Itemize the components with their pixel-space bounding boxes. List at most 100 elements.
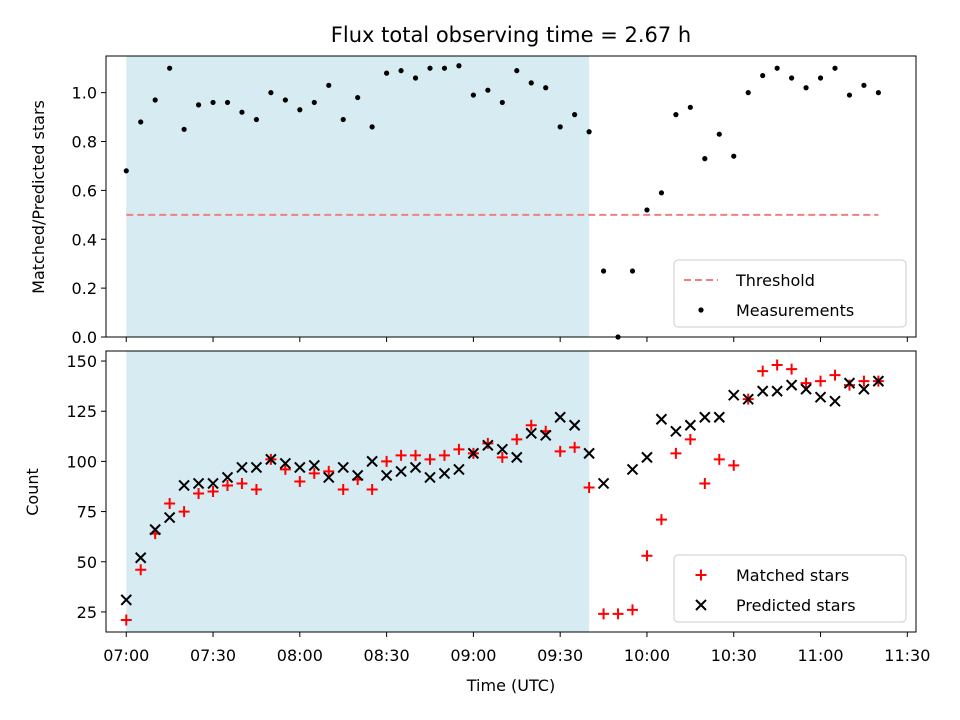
y-tick-label: 0.6 <box>72 181 97 200</box>
measurement-point <box>311 99 317 106</box>
measurement-point <box>412 75 419 81</box>
matched-star-point <box>193 488 205 500</box>
measurement-point <box>167 65 173 71</box>
legend-predicted-swatch <box>695 599 707 611</box>
legend-label: Threshold <box>735 271 815 290</box>
y-tick-label: 75 <box>77 503 97 522</box>
legend-label: Matched stars <box>736 566 849 585</box>
measurement-point <box>355 94 361 101</box>
matched-star-point <box>598 608 610 620</box>
matched-star-point <box>627 604 638 616</box>
predicted-star-point <box>424 471 436 484</box>
y-tick-label: 0.0 <box>72 328 97 347</box>
predicted-star-point <box>684 419 697 431</box>
measurement-point <box>470 92 476 98</box>
predicted-star-point <box>525 427 537 440</box>
axes-frame <box>105 55 917 338</box>
matched-star-point <box>670 447 682 459</box>
measurement-point <box>745 90 751 96</box>
matched-star-point <box>236 477 248 489</box>
matched-star-point <box>207 486 219 497</box>
predicted-star-point <box>583 447 595 460</box>
measurement-point <box>210 99 216 106</box>
predicted-star-point <box>800 383 812 395</box>
matched-star-point <box>511 433 523 445</box>
matched-star-point <box>381 455 393 467</box>
measurement-point <box>224 99 231 106</box>
predicted-star-point <box>149 523 161 536</box>
measurement-point <box>398 68 404 74</box>
bottom-panel-counts: 25 50 75 100 125 150 07:00 07:30 08:00 08:30 09:00… <box>23 350 930 695</box>
predicted-star-point <box>308 459 320 472</box>
measurement-point <box>832 65 838 71</box>
predicted-star-point <box>438 467 451 480</box>
measurement-point <box>253 116 260 123</box>
predicted-star-point <box>207 477 219 490</box>
predicted-star-point <box>135 552 147 564</box>
x-tick-label: 09:30 <box>537 646 583 665</box>
y-axis-label: Matched/Predicted stars <box>29 100 48 294</box>
predicted-star-point <box>453 463 465 476</box>
legend-matched-swatch <box>695 569 707 581</box>
measurement-point <box>152 97 158 103</box>
y-axis-label: Count <box>23 468 42 516</box>
predicted-star-point <box>250 461 263 474</box>
matched-star-point <box>294 475 306 487</box>
matched-star-point <box>829 369 841 381</box>
matched-star-point <box>438 449 450 461</box>
x-tick-label: 10:30 <box>711 646 757 665</box>
observing-interval-shade <box>126 351 590 632</box>
predicted-star-point <box>323 471 335 484</box>
matched-star-point <box>337 483 349 495</box>
matched-star-point <box>583 481 595 493</box>
measurement-point <box>731 153 737 159</box>
predicted-star-point <box>713 411 725 423</box>
matched-star-point <box>684 433 696 445</box>
predicted-star-point <box>192 477 205 490</box>
matched-star-point <box>178 506 190 518</box>
x-tick-label: 07:30 <box>190 646 236 665</box>
matched-star-point <box>308 467 320 479</box>
measurement-point <box>297 107 303 113</box>
measurement-point <box>789 75 795 81</box>
measurement-point <box>138 119 144 125</box>
matched-star-point <box>395 449 407 461</box>
matched-star-point <box>323 465 335 477</box>
predicted-star-point <box>511 451 523 464</box>
measurement-point <box>572 112 578 118</box>
predicted-star-point <box>568 419 581 431</box>
predicted-star-point <box>756 385 769 397</box>
measurement-point <box>543 85 549 91</box>
measurement-point <box>384 70 390 76</box>
matched-star-point <box>482 437 494 449</box>
matched-star-point <box>453 443 465 455</box>
matched-star-point <box>858 375 870 387</box>
y-tick-label: 1.0 <box>72 84 97 103</box>
measurement-point <box>528 80 534 86</box>
matched-star-point <box>424 453 436 465</box>
matched-star-point <box>655 514 667 526</box>
predicted-star-point <box>120 594 132 606</box>
matched-star-point <box>525 419 537 431</box>
legend-box <box>673 554 907 623</box>
measurement-point <box>195 102 202 108</box>
predicted-star-point <box>496 443 509 456</box>
measurement-point <box>644 207 650 213</box>
predicted-star-point <box>380 469 393 482</box>
x-tick-label: 11:00 <box>797 646 843 665</box>
matched-star-point <box>222 479 233 491</box>
y-tick-label: 25 <box>77 603 97 622</box>
measurement-point <box>875 90 881 96</box>
legend-box <box>673 259 907 328</box>
measurement-point <box>123 168 129 174</box>
predicted-star-point <box>814 391 827 403</box>
predicted-star-point <box>641 451 653 464</box>
matched-star-point <box>612 608 624 620</box>
y-tick-label: 0.8 <box>72 133 97 152</box>
x-tick-label: 09:00 <box>450 646 496 665</box>
predicted-star-point <box>670 425 682 437</box>
predicted-star-point <box>337 461 349 474</box>
matched-star-point <box>366 483 378 495</box>
predicted-star-point <box>279 457 292 470</box>
